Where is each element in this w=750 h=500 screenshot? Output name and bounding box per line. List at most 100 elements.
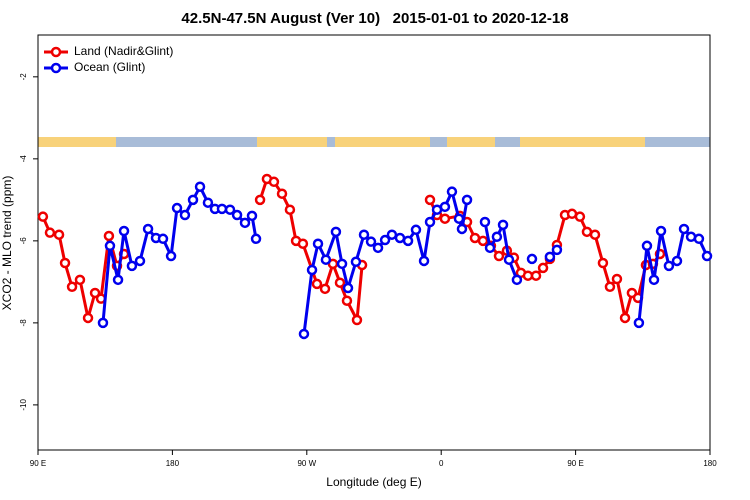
data-point [611, 273, 623, 285]
data-point [424, 194, 436, 206]
data-point [312, 238, 324, 249]
y-tick-label: -10 [19, 399, 28, 411]
data-point [633, 317, 645, 329]
land-ocean-strip [38, 137, 710, 147]
data-point [544, 251, 556, 263]
data-point [461, 194, 473, 206]
data-point [537, 262, 549, 274]
data-point [320, 254, 332, 265]
data-point [157, 233, 169, 245]
data-point [526, 253, 538, 265]
y-tick-label: -6 [19, 237, 28, 245]
data-point [469, 232, 481, 244]
y-tick-label: -2 [19, 73, 28, 81]
land-strip [257, 137, 327, 147]
data-point [97, 317, 109, 329]
data-point [589, 229, 601, 240]
data-point [37, 211, 49, 222]
data-point [74, 274, 86, 286]
x-tick-label: 180 [166, 459, 180, 468]
data-point [365, 236, 377, 247]
data-point [484, 242, 496, 254]
data-point [330, 226, 342, 238]
data-point [341, 295, 353, 306]
data-point [254, 194, 266, 206]
data-point [453, 213, 465, 224]
legend-label: Land (Nadir&Glint) [74, 44, 173, 58]
data-point [410, 224, 422, 236]
x-tick-label: 90 W [297, 459, 316, 468]
data-point [358, 229, 370, 240]
data-point [276, 188, 288, 199]
data-point [246, 210, 258, 222]
data-point [239, 217, 251, 229]
x-axis-label: Longitude (deg E) [326, 475, 421, 489]
data-point [351, 314, 363, 326]
data-point [284, 204, 296, 215]
data-point [386, 229, 398, 240]
data-point [104, 240, 116, 252]
data-point [439, 201, 451, 213]
data-point [424, 216, 436, 228]
data-point [66, 281, 78, 293]
data-point [297, 238, 309, 249]
data-point [581, 226, 593, 238]
data-point [372, 242, 384, 254]
legend-marker [50, 46, 62, 58]
data-point [103, 230, 115, 242]
data-point [194, 181, 206, 192]
y-tick-label: -4 [19, 155, 28, 163]
data-point [522, 270, 534, 281]
data-point [439, 213, 451, 224]
y-tick-label: -8 [19, 319, 28, 327]
data-point [511, 274, 523, 286]
data-point [456, 223, 468, 235]
data-point [497, 219, 509, 231]
data-point [112, 274, 124, 286]
data-point [701, 250, 713, 262]
data-point [224, 204, 236, 215]
data-point [311, 278, 323, 290]
y-axis-label: XCO2 - MLO trend (ppm) [0, 176, 14, 311]
data-point [179, 209, 191, 221]
land-strip [520, 137, 645, 147]
x-tick-label: 90 E [30, 459, 46, 468]
data-point [477, 235, 489, 247]
data-point [59, 257, 71, 269]
data-point [118, 225, 130, 237]
data-point [306, 264, 318, 276]
data-point [491, 231, 503, 243]
data-point [402, 235, 414, 247]
land-strip [447, 137, 495, 147]
data-point [82, 312, 94, 324]
data-point [648, 274, 660, 286]
data-point [165, 250, 177, 262]
data-point [298, 328, 310, 340]
plot-frame [37, 34, 711, 451]
data-point [663, 260, 675, 272]
data-point [693, 233, 705, 245]
data-point [334, 277, 346, 288]
data-point [379, 234, 391, 246]
data-point [342, 282, 354, 294]
data-point [134, 255, 146, 267]
data-point [551, 244, 563, 256]
data-point [53, 229, 65, 240]
data-point [678, 223, 690, 235]
legend-marker [50, 62, 62, 74]
data-point [336, 258, 348, 270]
legend-label: Ocean (Glint) [74, 60, 145, 74]
data-point [216, 203, 228, 215]
data-point [503, 254, 515, 265]
data-point [268, 176, 280, 188]
data-point [202, 197, 214, 208]
data-point [418, 255, 430, 267]
data-point [171, 202, 183, 214]
data-point [187, 194, 199, 206]
data-point [89, 287, 101, 299]
data-point [597, 257, 609, 269]
data-point [655, 225, 667, 237]
data-point [142, 223, 154, 235]
data-point [250, 233, 262, 245]
